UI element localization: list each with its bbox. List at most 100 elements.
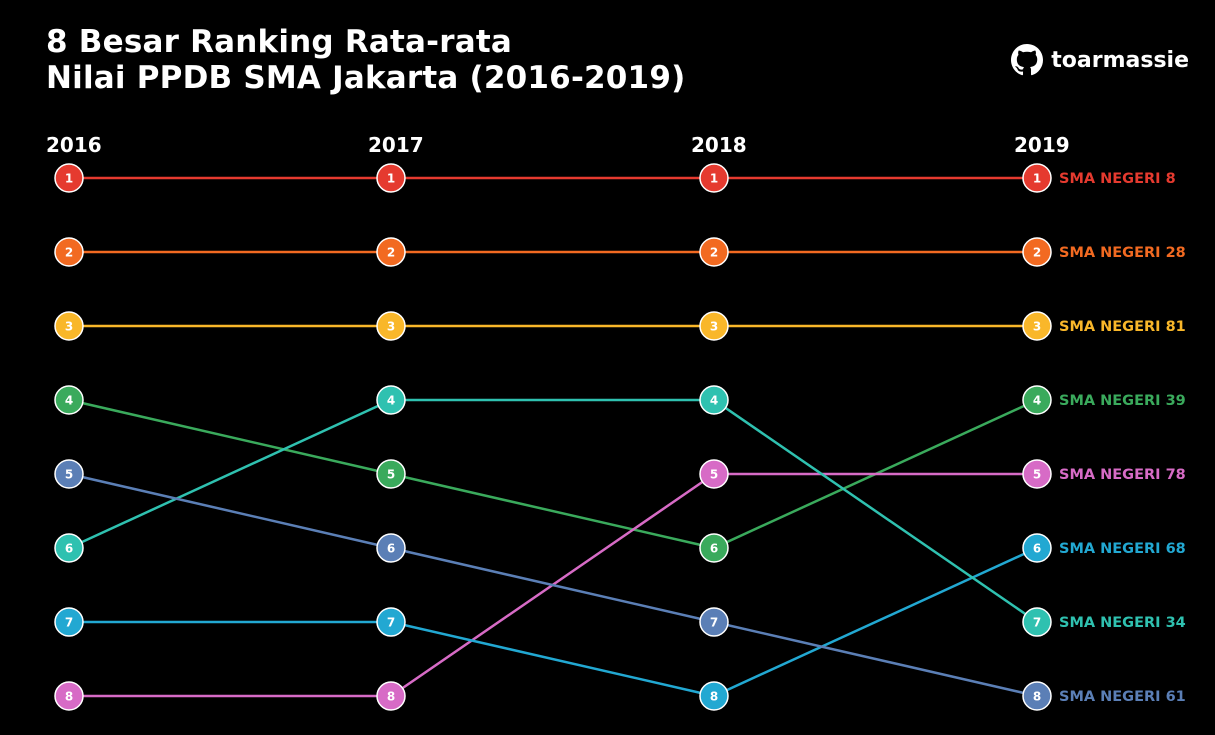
rank-dot-label: 2 (710, 246, 718, 260)
chart-title-line-2: Nilai PPDB SMA Jakarta (2016-2019) (46, 60, 686, 96)
brand: toarmassie (1011, 44, 1189, 76)
rank-dot-label: 4 (710, 394, 718, 408)
rank-dot-label: 5 (387, 468, 395, 482)
rank-dot-label: 8 (710, 690, 718, 704)
rank-dot-circle (54, 237, 84, 267)
year-label-2017: 2017 (368, 133, 424, 157)
rank-dot-circle (699, 237, 729, 267)
school-label-sma-negeri-68: SMA NEGERI 68 (1059, 541, 1186, 557)
rank-dot-sma-negeri-61-2018: 7 (699, 607, 729, 637)
rank-dot-circle (1022, 163, 1052, 193)
rank-dot-circle (1022, 459, 1052, 489)
rank-dot-sma-negeri-78-2017: 8 (376, 681, 406, 711)
rank-dot-label: 3 (710, 320, 718, 334)
year-label-2018: 2018 (691, 133, 747, 157)
rank-dot-circle (376, 311, 406, 341)
school-label-sma-negeri-61: SMA NEGERI 61 (1059, 689, 1186, 705)
rank-dot-sma-negeri-81-2016: 3 (54, 311, 84, 341)
rank-dot-circle (54, 533, 84, 563)
rank-dot-sma-negeri-8-2016: 1 (54, 163, 84, 193)
rank-dot-label: 8 (387, 690, 395, 704)
rank-dot-sma-negeri-28-2016: 2 (54, 237, 84, 267)
rank-dot-circle (54, 385, 84, 415)
rank-dot-sma-negeri-28-2019: 2 (1022, 237, 1052, 267)
rank-dot-sma-negeri-34-2017: 4 (376, 385, 406, 415)
rank-dot-sma-negeri-8-2019: 1 (1022, 163, 1052, 193)
rank-dot-circle (376, 681, 406, 711)
rank-dot-sma-negeri-28-2018: 2 (699, 237, 729, 267)
rank-dot-label: 4 (387, 394, 395, 408)
rank-dot-circle (376, 533, 406, 563)
rank-dot-sma-negeri-28-2017: 2 (376, 237, 406, 267)
rank-dot-sma-negeri-34-2018: 4 (699, 385, 729, 415)
rank-dot-circle (699, 533, 729, 563)
rank-dot-circle (54, 681, 84, 711)
rank-dot-circle (54, 607, 84, 637)
rank-dot-sma-negeri-39-2016: 4 (54, 385, 84, 415)
rank-dot-label: 5 (65, 468, 73, 482)
series-line-sma-negeri-61 (68, 472, 1038, 698)
rank-dot-sma-negeri-81-2018: 3 (699, 311, 729, 341)
rank-dot-circle (1022, 607, 1052, 637)
rank-dot-label: 6 (65, 542, 73, 556)
rank-dot-sma-negeri-39-2017: 5 (376, 459, 406, 489)
rank-dot-sma-negeri-78-2016: 8 (54, 681, 84, 711)
rank-dot-label: 1 (387, 172, 395, 186)
rank-dot-circle (1022, 237, 1052, 267)
chart-title-line-1: 8 Besar Ranking Rata-rata (46, 24, 512, 60)
rank-dot-label: 6 (387, 542, 395, 556)
rank-dot-sma-negeri-61-2017: 6 (376, 533, 406, 563)
rank-dot-circle (1022, 385, 1052, 415)
rank-dot-label: 2 (1033, 246, 1041, 260)
rank-dot-label: 1 (710, 172, 718, 186)
rank-dot-sma-negeri-78-2018: 5 (699, 459, 729, 489)
rank-dot-circle (699, 681, 729, 711)
rank-dot-sma-negeri-61-2019: 8 (1022, 681, 1052, 711)
rank-dot-circle (699, 385, 729, 415)
school-label-sma-negeri-34: SMA NEGERI 34 (1059, 615, 1186, 631)
year-label-2019: 2019 (1014, 133, 1070, 157)
year-label-2016: 2016 (46, 133, 102, 157)
rank-dot-sma-negeri-81-2019: 3 (1022, 311, 1052, 341)
rank-dot-circle (376, 237, 406, 267)
rank-dot-label: 7 (65, 616, 73, 630)
rank-dot-sma-negeri-68-2017: 7 (376, 607, 406, 637)
rank-dot-circle (376, 459, 406, 489)
rank-dot-label: 6 (1033, 542, 1041, 556)
rank-dot-label: 3 (65, 320, 73, 334)
rank-dot-label: 5 (1033, 468, 1041, 482)
series-line-sma-negeri-34 (68, 398, 1038, 624)
rank-dot-circle (699, 459, 729, 489)
school-label-sma-negeri-8: SMA NEGERI 8 (1059, 171, 1176, 187)
school-label-sma-negeri-28: SMA NEGERI 28 (1059, 245, 1186, 261)
rank-dot-label: 6 (710, 542, 718, 556)
rank-dot-label: 8 (65, 690, 73, 704)
rank-dot-sma-negeri-8-2017: 1 (376, 163, 406, 193)
rank-dot-label: 3 (387, 320, 395, 334)
rank-dot-circle (699, 163, 729, 193)
school-label-sma-negeri-39: SMA NEGERI 39 (1059, 393, 1186, 409)
rank-dot-circle (54, 311, 84, 341)
rank-dot-sma-negeri-39-2019: 4 (1022, 385, 1052, 415)
rank-dot-circle (54, 163, 84, 193)
rank-dot-label: 4 (1033, 394, 1041, 408)
rank-dots: 1 1 1 1 2 2 2 2 3 3 3 3 4 5 6 4 8 8 5 5 7 7 8 6 6 4 4 7 5 6 7 8 (54, 163, 1052, 711)
rank-dot-sma-negeri-8-2018: 1 (699, 163, 729, 193)
rank-dot-label: 8 (1033, 690, 1041, 704)
rank-dot-label: 7 (710, 616, 718, 630)
rank-dot-sma-negeri-34-2019: 7 (1022, 607, 1052, 637)
school-labels: SMA NEGERI 8 SMA NEGERI 28 SMA NEGERI 81 SM… (1059, 171, 1186, 705)
rank-dot-circle (699, 311, 729, 341)
rank-dot-label: 4 (65, 394, 73, 408)
rank-dot-label: 1 (65, 172, 73, 186)
rank-dot-label: 7 (1033, 616, 1041, 630)
rank-dot-label: 3 (1033, 320, 1041, 334)
rank-dot-sma-negeri-68-2016: 7 (54, 607, 84, 637)
github-icon (1011, 44, 1044, 76)
series-line-sma-negeri-68 (69, 546, 1038, 698)
rank-dot-circle (699, 607, 729, 637)
rank-dot-circle (1022, 681, 1052, 711)
rank-dot-sma-negeri-61-2016: 5 (54, 459, 84, 489)
school-label-sma-negeri-78: SMA NEGERI 78 (1059, 467, 1186, 483)
